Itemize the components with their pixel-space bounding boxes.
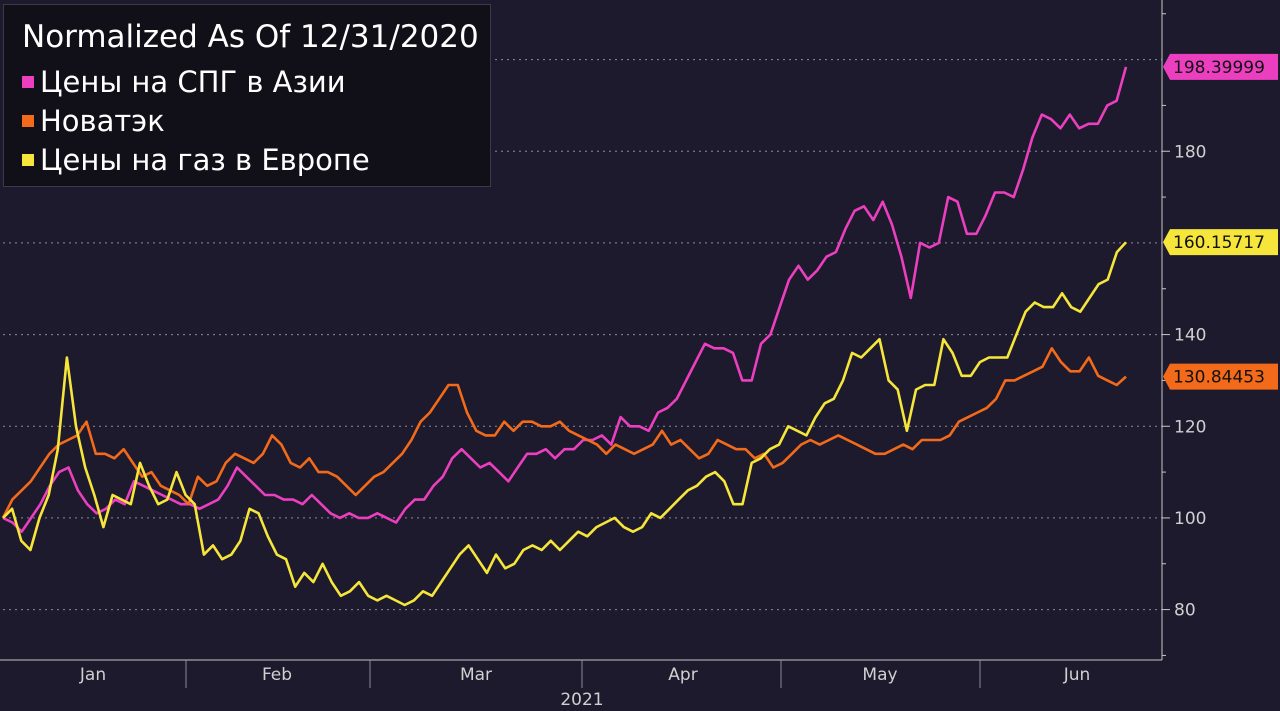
last-value-label: 130.84453 <box>1173 368 1265 388</box>
x-year-label: 2021 <box>560 690 603 710</box>
last-value-marker: 130.84453 <box>1163 363 1278 390</box>
last-value-badge <box>1163 363 1278 390</box>
last-value-label: 198.39999 <box>1173 58 1265 78</box>
legend-item-gas-europe: Цены на газ в Европе <box>22 143 370 177</box>
legend: Normalized As Of 12/31/2020 Цены на СПГ … <box>3 4 491 187</box>
legend-swatch-lng-asia <box>22 76 34 88</box>
legend-label-novatek: Новатэк <box>40 104 165 138</box>
last-value-marker: 160.15717 <box>1163 229 1278 256</box>
series-lines <box>1 66 1128 607</box>
y-tick-label: 120 <box>1174 417 1206 437</box>
x-tick-label: Jun <box>1063 665 1091 685</box>
legend-swatch-novatek <box>22 115 34 127</box>
last-value-label: 160.15717 <box>1173 233 1265 253</box>
last-value-badge <box>1163 53 1278 80</box>
x-tick-label: May <box>862 665 897 685</box>
x-tick-label: Jan <box>79 665 106 685</box>
axes: 80 100 120 140 180 Jan Feb Mar Apr May Jun 2021 <box>0 0 1206 710</box>
last-value-labels: 198.39999 130.84453 160.15717 <box>1163 53 1278 390</box>
series-line <box>1 346 1127 519</box>
x-tick-label: Mar <box>460 665 492 685</box>
chart-title: Normalized As Of 12/31/2020 <box>22 19 479 55</box>
x-tick-label: Apr <box>668 665 697 685</box>
legend-item-novatek: Новатэк <box>22 104 165 138</box>
y-tick-label: 100 <box>1174 509 1206 529</box>
x-tick-label: Feb <box>262 665 292 685</box>
legend-swatch-gas-europe <box>22 154 34 166</box>
last-value-badge <box>1163 229 1278 256</box>
series-line <box>2 241 1127 607</box>
series-line <box>2 66 1128 534</box>
last-value-marker: 198.39999 <box>1163 53 1278 80</box>
y-tick-label: 140 <box>1174 326 1206 346</box>
y-tick-label: 80 <box>1174 601 1196 621</box>
legend-label-lng-asia: Цены на СПГ в Азии <box>40 65 346 99</box>
legend-label-gas-europe: Цены на газ в Европе <box>40 143 370 177</box>
legend-item-lng-asia: Цены на СПГ в Азии <box>22 65 346 99</box>
y-tick-label: 180 <box>1174 142 1206 162</box>
